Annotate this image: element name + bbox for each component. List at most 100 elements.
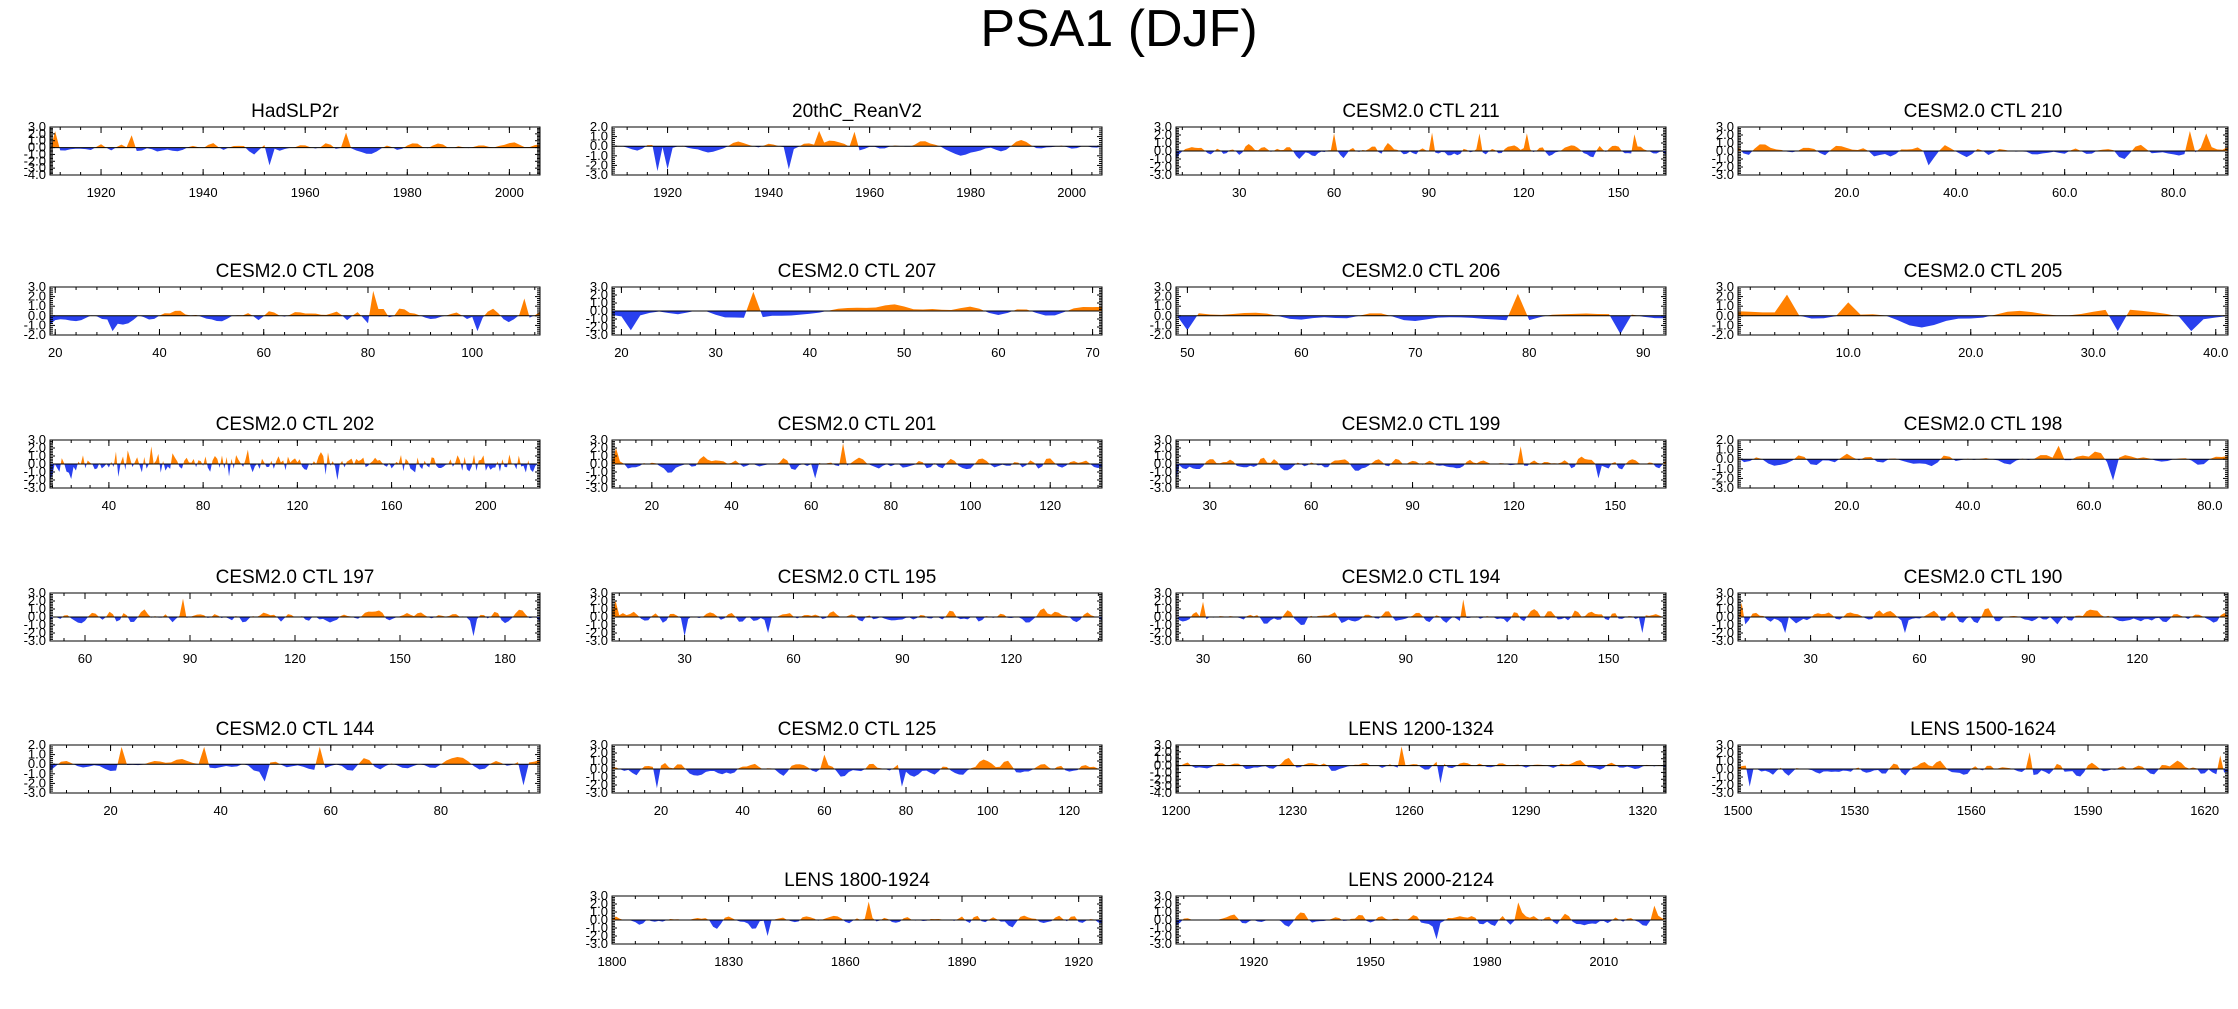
y-tick-label: -2.0 [1150,327,1172,342]
y-tick-label: 3.0 [1154,585,1172,600]
negative-area [1365,920,1376,923]
positive-area [120,456,125,464]
y-tick-label: 1.0 [590,448,608,463]
y-tick-label: -2.0 [1712,327,1734,342]
negative-area [1177,617,1191,622]
negative-area [1241,765,1279,769]
x-tick-label: 40 [724,498,738,513]
positive-area [115,135,136,148]
positive-area [918,614,927,617]
positive-area [105,611,115,617]
y-tick-label: 1.0 [1154,601,1172,616]
panel-title: CESM2.0 CTL 194 [1342,567,1501,588]
positive-area [1899,147,1924,151]
negative-area [1453,617,1461,622]
negative-area [127,617,138,622]
chart-panel: CESM2.0 CTL 201 3.02.01.00.0-1.0-2.0-3.0 2… [586,414,1103,513]
positive-area [2072,451,2106,460]
negative-area [372,764,390,770]
negative-area [139,315,160,320]
positive-area [1066,306,1102,311]
negative-area [163,464,171,471]
y-tick-label: -3.0 [24,785,46,800]
y-tick-label: 3.0 [28,279,46,294]
positive-area [472,454,476,464]
y-tick-label: -2.0 [1150,625,1172,640]
positive-area [244,449,250,464]
negative-area [419,464,424,469]
x-tick-label: 1920 [653,185,682,200]
negative-area [1834,617,1844,620]
positive-area [799,916,817,920]
negative-area [1519,617,1527,622]
negative-area [1176,464,1205,480]
negative-area [383,464,389,467]
panel-title: CESM2.0 CTL 195 [778,567,937,588]
positive-area [435,614,466,617]
positive-area [1315,612,1338,617]
y-tick-label: 1.0 [590,904,608,919]
negative-area [653,769,661,789]
negative-area [1899,769,1912,776]
positive-area [1606,145,1622,151]
negative-area [272,464,276,469]
positive-area [820,915,844,920]
positive-area [448,459,452,464]
y-tick-label: -1.0 [1712,769,1734,784]
positive-area [1068,460,1091,464]
positive-area [1923,610,1940,617]
positive-area [1382,143,1400,151]
positive-area [940,766,950,769]
negative-area [752,464,777,467]
positive-area [2053,763,2063,769]
positive-area [1351,762,1376,766]
negative-area [624,464,643,469]
positive-area [1738,602,1745,617]
positive-area [394,308,421,316]
positive-area [901,917,913,920]
y-tick-label: 2.0 [1154,593,1172,608]
x-tick-label: 1940 [754,185,783,200]
positive-area [1911,760,1948,769]
negative-area [364,464,370,468]
y-tick-label: -3.0 [1712,785,1734,800]
negative-area [225,617,235,621]
positive-area [429,143,448,148]
negative-area [2175,315,2228,332]
negative-area [1621,151,1632,154]
positive-area [911,141,940,147]
negative-area [708,920,724,929]
negative-area [135,147,188,152]
y-tick-label: -1.0 [1150,464,1172,479]
y-tick-label: -2.0 [586,777,608,792]
y-tick-label: -2.0 [586,157,608,172]
x-tick-label: 20.0 [1958,345,1983,360]
positive-area [800,614,821,617]
plot-frame [1175,744,1667,794]
negative-area [936,617,946,620]
x-tick-label: 90 [1399,651,1413,666]
positive-area [776,458,789,464]
positive-area [1975,148,1984,151]
negative-area [94,315,139,332]
positive-area [1054,765,1065,769]
panel-title: CESM2.0 CTL 207 [778,261,937,282]
y-tick-label: -3.0 [24,160,46,175]
positive-area [971,915,981,920]
y-tick-label: 2.0 [28,126,46,141]
positive-area [668,613,680,617]
negative-area [529,464,538,472]
positive-area [315,746,325,765]
negative-area [1375,765,1388,768]
y-tick-label: -2.0 [1150,159,1172,174]
negative-area [243,764,270,782]
y-tick-label: 0.0 [590,138,608,153]
positive-area [702,612,718,617]
positive-area [197,460,203,464]
plot-frame [611,126,1103,176]
positive-area [260,458,265,464]
y-tick-label: -2.0 [24,775,46,790]
positive-area [773,917,788,920]
negative-area [50,315,91,325]
y-tick-label: 0.0 [1716,451,1734,466]
